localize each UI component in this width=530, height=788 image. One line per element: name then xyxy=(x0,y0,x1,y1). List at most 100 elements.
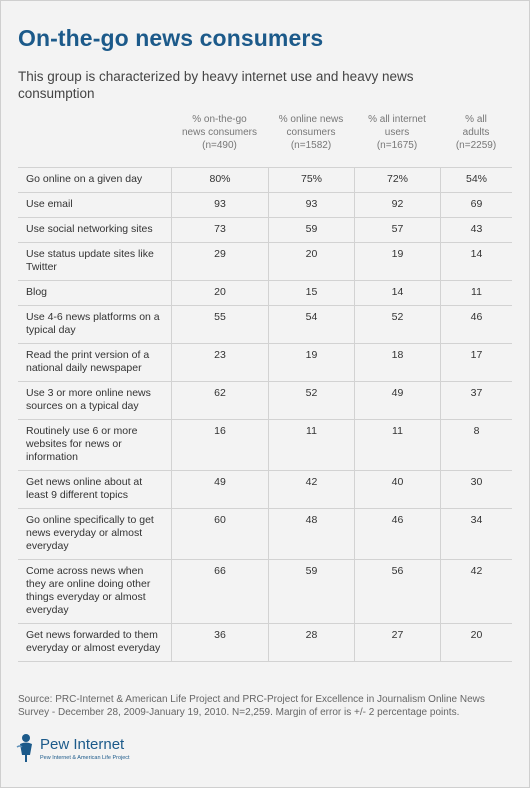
row-value: 60 xyxy=(171,509,268,559)
row-value: 52 xyxy=(268,382,354,419)
row-value: 23 xyxy=(171,344,268,381)
column-header-online-news: % online news consumers (n=1582) xyxy=(268,113,354,152)
column-header-line: % all internet xyxy=(368,114,426,125)
row-value: 19 xyxy=(354,243,440,280)
table-row: Blog 20 15 14 11 xyxy=(18,281,512,306)
logo-tagline: Pew Internet & American Life Project xyxy=(40,755,130,761)
row-value: 11 xyxy=(440,281,512,305)
table-row: Use 4-6 news platforms on a typical day 5… xyxy=(18,306,512,344)
row-value: 18 xyxy=(354,344,440,381)
page-title: On-the-go news consumers xyxy=(18,25,324,51)
row-value: 54 xyxy=(268,306,354,343)
row-value: 80% xyxy=(171,168,268,192)
row-value: 46 xyxy=(354,509,440,559)
row-value: 20 xyxy=(268,243,354,280)
row-value: 49 xyxy=(354,382,440,419)
row-label: Get news forwarded to them everyday or a… xyxy=(26,629,161,654)
row-value: 62 xyxy=(171,382,268,419)
column-header-line: news consumers xyxy=(181,127,258,138)
row-label: Use social networking sites xyxy=(26,223,153,235)
table-row: Go online specifically to get news every… xyxy=(18,509,512,560)
column-header-line: (n=490) xyxy=(202,140,237,151)
data-table: Go online on a given day 80% 75% 72% 54% Use … xyxy=(18,167,512,662)
row-value: 42 xyxy=(440,560,512,623)
row-value: 36 xyxy=(171,624,268,661)
row-value: 29 xyxy=(171,243,268,280)
table-row: Go online on a given day 80% 75% 72% 54% xyxy=(18,167,512,193)
table-row: Get news online about at least 9 differe… xyxy=(18,471,512,509)
row-label: Go online on a given day xyxy=(26,173,143,185)
column-header-line: % all xyxy=(465,114,487,125)
row-value: 92 xyxy=(354,193,440,217)
row-value: 56 xyxy=(354,560,440,623)
row-value: 49 xyxy=(171,471,268,508)
table-row: Use 3 or more online news sources on a t… xyxy=(18,382,512,420)
column-header-line: consumers xyxy=(286,127,336,138)
column-header-line: (n=1675) xyxy=(376,140,418,151)
row-value: 66 xyxy=(171,560,268,623)
source-note: Source: PRC-Internet & American Life Pro… xyxy=(18,694,485,718)
row-value: 11 xyxy=(268,420,354,470)
row-value: 8 xyxy=(440,420,512,470)
row-value: 48 xyxy=(268,509,354,559)
table-row: Use email 93 93 92 69 xyxy=(18,193,512,218)
row-label: Read the print version of a national dai… xyxy=(26,349,150,374)
row-value: 11 xyxy=(354,420,440,470)
column-header-line: adults xyxy=(462,127,490,138)
row-value: 46 xyxy=(440,306,512,343)
row-value: 43 xyxy=(440,218,512,242)
row-value: 42 xyxy=(268,471,354,508)
table-row: Routinely use 6 or more websites for new… xyxy=(18,420,512,471)
row-value: 73 xyxy=(171,218,268,242)
page-subtitle: This group is characterized by heavy int… xyxy=(18,69,414,101)
row-label: Blog xyxy=(26,286,48,298)
column-header-line: users xyxy=(384,127,410,138)
row-value: 17 xyxy=(440,344,512,381)
table-row: Read the print version of a national dai… xyxy=(18,344,512,382)
column-header-all-adults: % all adults (n=2259) xyxy=(440,113,512,152)
row-label: Use 3 or more online news sources on a t… xyxy=(26,387,151,412)
row-value: 34 xyxy=(440,509,512,559)
row-value: 37 xyxy=(440,382,512,419)
row-value: 93 xyxy=(268,193,354,217)
row-label: Come across news when they are online do… xyxy=(26,565,151,616)
row-value: 20 xyxy=(440,624,512,661)
column-header-line: % online news xyxy=(278,114,344,125)
logo-name: Pew Internet xyxy=(40,736,125,753)
row-value: 59 xyxy=(268,560,354,623)
pew-logo-figure-icon xyxy=(16,734,32,762)
column-header-line: % on-the-go xyxy=(192,114,247,125)
table-row: Come across news when they are online do… xyxy=(18,560,512,624)
column-header-line: (n=2259) xyxy=(455,140,497,151)
row-value: 57 xyxy=(354,218,440,242)
row-value: 54% xyxy=(440,168,512,192)
column-header-on-the-go: % on-the-go news consumers (n=490) xyxy=(171,113,268,152)
row-label: Get news online about at least 9 differe… xyxy=(26,476,143,501)
table-row: Get news forwarded to them everyday or a… xyxy=(18,624,512,662)
table-row: Use status update sites like Twitter 29 20… xyxy=(18,243,512,281)
row-value: 69 xyxy=(440,193,512,217)
row-label: Use email xyxy=(26,198,73,210)
row-value: 16 xyxy=(171,420,268,470)
row-value: 55 xyxy=(171,306,268,343)
row-value: 28 xyxy=(268,624,354,661)
table-row: Use social networking sites 73 59 57 43 xyxy=(18,218,512,243)
column-header-line: (n=1582) xyxy=(290,140,332,151)
row-value: 59 xyxy=(268,218,354,242)
row-value: 27 xyxy=(354,624,440,661)
pew-internet-logo: Pew Internet Pew Internet & American Lif… xyxy=(16,733,156,769)
row-label: Routinely use 6 or more websites for new… xyxy=(26,425,138,463)
row-value: 72% xyxy=(354,168,440,192)
row-value: 14 xyxy=(440,243,512,280)
column-header-internet-users: % all internet users (n=1675) xyxy=(354,113,440,152)
row-label: Use 4-6 news platforms on a typical day xyxy=(26,311,160,336)
row-value: 93 xyxy=(171,193,268,217)
row-label: Go online specifically to get news every… xyxy=(26,514,154,552)
row-value: 75% xyxy=(268,168,354,192)
row-label: Use status update sites like Twitter xyxy=(26,248,154,273)
row-value: 14 xyxy=(354,281,440,305)
row-value: 52 xyxy=(354,306,440,343)
row-value: 19 xyxy=(268,344,354,381)
row-value: 30 xyxy=(440,471,512,508)
